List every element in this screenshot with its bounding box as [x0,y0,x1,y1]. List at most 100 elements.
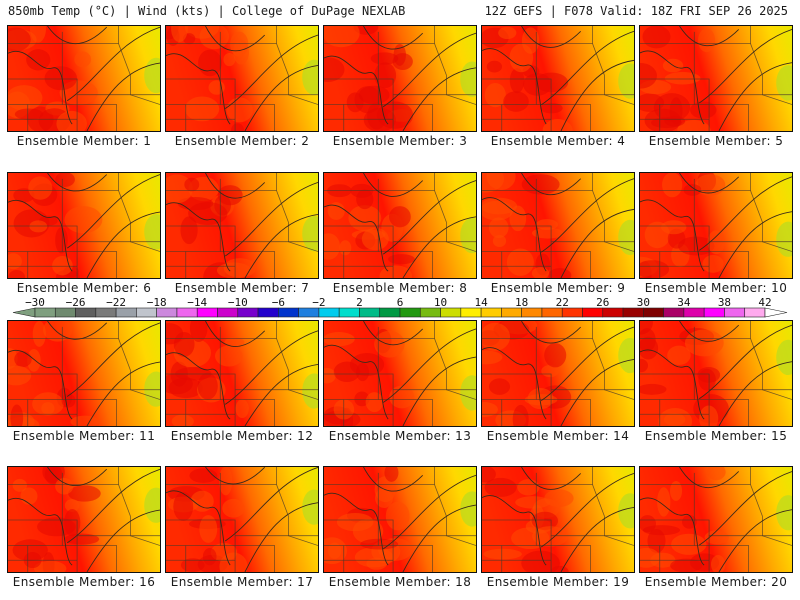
temperature-blob [375,487,394,508]
isotherm-contour [324,344,389,420]
temperature-blob [210,542,238,562]
temperature-blob [515,496,551,509]
colorbar-segment [561,307,583,318]
state-border [220,519,318,537]
state-border [694,399,749,426]
isotherm-contour [324,492,389,566]
state-border [276,321,289,390]
state-border [378,399,433,426]
state-border [434,26,447,95]
temperature-blob [506,248,534,276]
ensemble-member-label: Ensemble Member: 18 [328,575,472,589]
cool-patch [460,491,476,527]
temperature-blob [8,365,32,386]
isotherm-contour [363,321,424,346]
temperature-blob [667,345,691,366]
temperature-blob [642,26,671,49]
temperature-blob [484,477,517,497]
state-border [536,399,591,426]
cool-patch [618,337,634,374]
state-border [640,519,695,546]
temperature-blob [339,240,352,256]
colorbar-segment [318,307,340,318]
state-border [750,467,763,536]
temperature-blob [521,550,560,572]
state-border [640,373,695,400]
state-border [640,472,695,486]
isotherm-contour [244,214,318,278]
state-border [62,519,160,537]
isotherm-contour [47,321,108,340]
cool-patch [144,214,160,250]
isotherm-contour [698,471,792,546]
temperature-blob [647,528,666,553]
ensemble-member-label: Ensemble Member: 5 [648,134,784,148]
temperature-blob [333,361,361,383]
temperature-blob [671,533,707,555]
colorbar-segment [724,307,746,318]
isotherm-contour [521,321,582,344]
temperature-blob [180,558,205,572]
ensemble-member-label: Ensemble Member: 13 [328,429,472,443]
temperature-blob [226,97,253,123]
isotherm-contour [402,504,476,572]
ensemble-member-map [323,25,477,132]
state-border [324,373,379,400]
temperature-blob [354,86,382,114]
ensemble-member-map [165,466,319,573]
ensemble-member-map [639,25,793,132]
temperature-blob [43,321,73,342]
colorbar-min-arrow [12,307,36,318]
colorbar-tick-label: 18 [515,296,528,309]
isotherm-contour [8,199,73,272]
state-border [434,321,447,390]
temperature-blob [486,173,516,190]
colorbar-segment [440,307,462,318]
temperature-blob [219,467,233,496]
state-border [536,104,591,131]
isotherm-contour [540,30,634,106]
colorbar-tick-label: −30 [25,296,45,309]
state-border [762,389,792,400]
isotherm-contour [47,467,108,486]
temperature-blob [74,51,92,68]
state-border [604,94,634,105]
colorbar-segment [521,307,543,318]
colorbar-tick-label: 38 [718,296,731,309]
temperature-blob [707,230,725,255]
temperature-blob [503,91,529,112]
temperature-blob [324,26,360,48]
colorbar-segment [176,307,198,318]
temperature-blob [189,468,218,483]
isotherm-contour [86,211,160,278]
cool-patch [776,339,792,376]
temperature-blob [370,52,399,65]
color-scale-bar: −30 −26 −22 −18 −14 −10 −6 −2 2 6 10 14 18 22 26 30 34 38… [12,296,788,318]
temperature-blob [27,348,41,372]
colorbar-tick-label: −18 [147,296,167,309]
temperature-blob [374,62,397,89]
temperature-blob [512,404,529,426]
cool-patch [460,217,476,254]
temperature-blob [173,492,194,521]
temperature-blob [377,101,414,129]
temperature-blob [55,173,75,187]
colorbar-tick-label: −6 [272,296,285,309]
colorbar-segment [54,307,76,318]
isotherm-contour [679,173,740,194]
isotherm-contour [640,497,705,566]
ensemble-member-map [481,25,635,132]
colorbar-segment [75,307,97,318]
temperature-blob [233,39,250,65]
cool-patch [302,373,318,409]
ensemble-member-map [165,25,319,132]
state-border [592,321,605,390]
state-border [604,389,634,400]
temperature-blob [662,173,683,198]
state-border [62,225,160,243]
state-border [762,94,792,105]
state-border [378,545,433,572]
state-border [446,94,476,105]
cool-patch [144,487,160,523]
state-border [220,78,318,96]
